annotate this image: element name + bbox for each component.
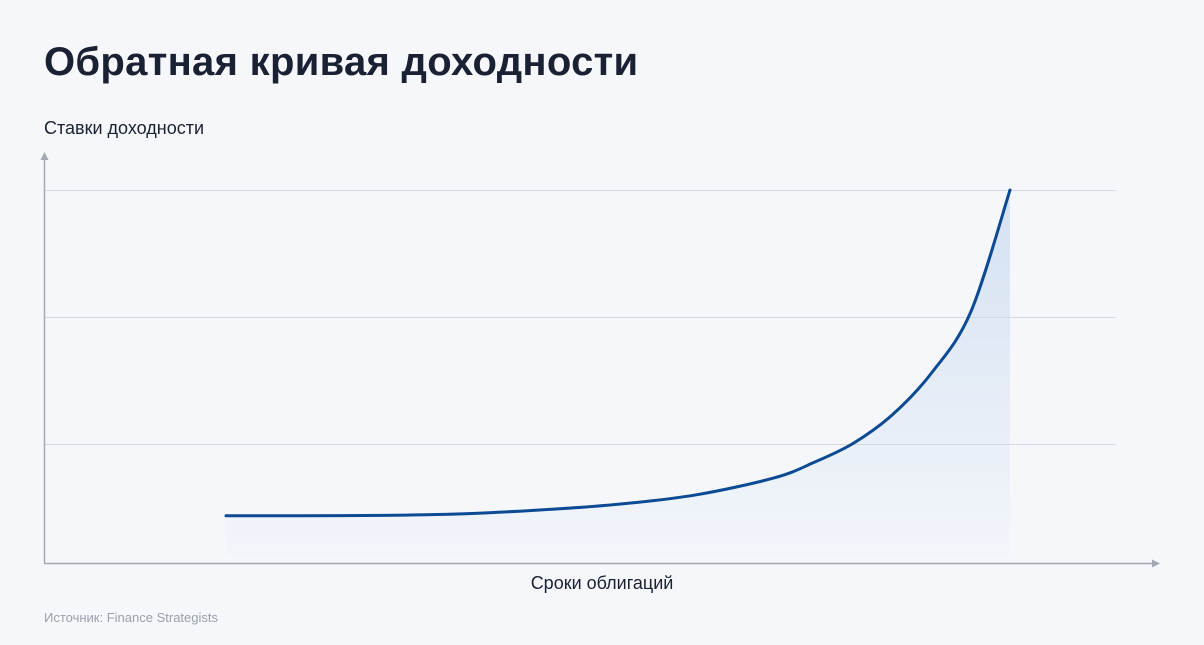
x-axis-label: Сроки облигаций (530, 573, 674, 593)
source-note: Источник: Finance Strategists (44, 610, 218, 625)
y-axis-arrow-icon (40, 152, 49, 160)
axes (40, 152, 1160, 568)
x-axis-arrow-icon (1152, 559, 1160, 568)
y-axis-label: Ставки доходности (44, 118, 205, 138)
chart-title: Обратная кривая доходности (44, 40, 639, 84)
curve-area-fill (226, 190, 1010, 558)
yield-curve-line (224, 188, 1012, 518)
